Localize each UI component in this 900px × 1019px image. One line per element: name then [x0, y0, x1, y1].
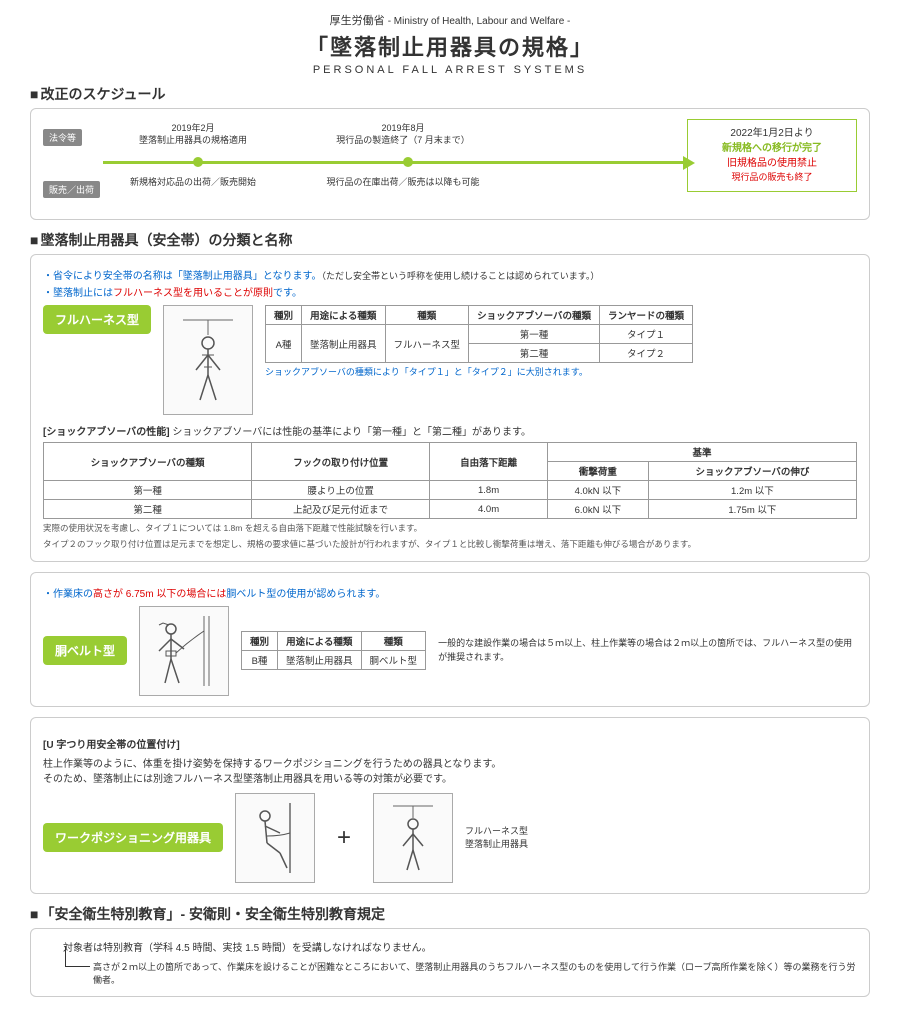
belt-card: ・作業床の高さが 6.75m 以下の場合には胴ベルト型の使用が認められます。 胴… [30, 572, 870, 707]
table-belt: 種別 用途による種類 種類 B種 墜落制止用器具 胴ベルト型 [241, 631, 426, 670]
workpos-tag: ワークポジショニング用器具 [43, 823, 223, 852]
box-date: 2022年1月2日より [694, 126, 850, 141]
plus-icon: + [337, 824, 351, 852]
sec2-heading: 墜落制止用器具（安全帯）の分類と名称 [30, 230, 870, 250]
belt-bullet: ・作業床の高さが 6.75m 以下の場合には胴ベルト型の使用が認められます。 [43, 585, 857, 600]
belt-tag: 胴ベルト型 [43, 636, 127, 665]
bullet-1: ・省令により安全帯の名称は「墜落制止用器具」となります。（ただし安全帯という呼称… [43, 267, 857, 282]
workpos-line1: 柱上作業等のように、体重を掛け姿勢を保持するワークポジショニングを行うための器具… [43, 755, 857, 770]
shock-foot1: 実際の使用状況を考慮し、タイプ１については 1.8m を超える自由落下距離で性能… [43, 523, 857, 535]
main-title: 「墜落制止用器具の規格」 [30, 30, 870, 62]
schedule-card: 法令等 販売／出荷 2019年2月 墜落制止用器具の規格適用 新規格対応品の出荷… [30, 108, 870, 220]
box-line2: 旧規格品の使用禁止 [694, 156, 850, 171]
ministry-en: - Ministry of Health, Labour and Welfare… [388, 16, 571, 27]
edu-main: 対象者は特別教育（学科 4.5 時間、実技 1.5 時間）を受講しなければなりま… [63, 939, 857, 954]
timeline: 法令等 販売／出荷 2019年2月 墜落制止用器具の規格適用 新規格対応品の出荷… [43, 119, 857, 209]
sec5-heading: 「安全衛生特別教育」- 安衛則・安全衛生特別教育規定 [30, 904, 870, 924]
tl-label-sales: 販売／出荷 [43, 181, 100, 198]
bullet-2: ・墜落制止にはフルハーネス型を用いることが原則です。 [43, 284, 857, 299]
header: 厚生労働省 - Ministry of Health, Labour and W… [30, 12, 870, 76]
box-line3: 現行品の販売も終了 [694, 171, 850, 185]
workpos-card: [U 字つり用安全帯の位置付け] 柱上作業等のように、体重を掛け姿勢を保持するワ… [30, 717, 870, 894]
transition-box: 2022年1月2日より 新規格への移行が完了 旧規格品の使用禁止 現行品の販売も… [687, 119, 857, 192]
tl-feb2019-top: 2019年2月 [113, 123, 273, 135]
shock-foot2: タイプ２のフック取り付け位置は足元までを想定し、規格の要求値に基づいた設計が行わ… [43, 539, 857, 551]
table-shock: ショックアブソーバの種類 フックの取り付け位置 自由落下距離 基準 衝撃荷重 シ… [43, 442, 857, 519]
edu-sub: 高さが２ｍ以上の箇所であって、作業床を設けることが困難なところにおいて、墜落制止… [93, 960, 857, 986]
education-card: 対象者は特別教育（学科 4.5 時間、実技 1.5 時間）を受講しなければなりま… [30, 928, 870, 997]
workpos-illustration [235, 793, 315, 883]
tl-aug2019-bot: 現行品の在庫出荷／販売は以降も可能 [323, 177, 483, 189]
box-line1: 新規格への移行が完了 [694, 141, 850, 156]
tl-aug2019-sub: 現行品の製造終了（7 月末まで） [323, 135, 483, 147]
tl-label-law: 法令等 [43, 129, 82, 146]
ministry-jp: 厚生労働省 [330, 15, 385, 27]
harness-illustration-2 [373, 793, 453, 883]
shock-subhead: [ショックアブソーバの性能] ショックアブソーバには性能の基準により「第一種」と… [43, 423, 857, 438]
note-blue: ショックアブソーバの種類により「タイプ１」と「タイプ２」に大別されます。 [265, 365, 857, 378]
table-fullharness: 種別 用途による種類 種類 ショックアブソーバの種類 ランヤードの種類 A種 墜… [265, 305, 693, 363]
belt-sidenote: 一般的な建設作業の場合は５ｍ以上、柱上作業等の場合は２ｍ以上の箇所では、フルハー… [438, 637, 857, 664]
tl-aug2019-top: 2019年8月 [323, 123, 483, 135]
workpos-rightlabel: フルハーネス型 墜落制止用器具 [465, 825, 528, 850]
fullharness-illustration [163, 305, 253, 415]
classification-card: ・省令により安全帯の名称は「墜落制止用器具」となります。（ただし安全帯という呼称… [30, 254, 870, 562]
belt-illustration [139, 606, 229, 696]
tl-feb2019-bot: 新規格対応品の出荷／販売開始 [113, 177, 273, 189]
workpos-line2: そのため、墜落制止には別途フルハーネス型墜落制止用器具を用いる等の対策が必要です… [43, 770, 857, 785]
workpos-subhead: [U 字つり用安全帯の位置付け] [43, 736, 857, 751]
tl-feb2019-sub: 墜落制止用器具の規格適用 [113, 135, 273, 147]
sub-title: PERSONAL FALL ARREST SYSTEMS [30, 64, 870, 76]
fullharness-tag: フルハーネス型 [43, 305, 151, 334]
sec1-heading: 改正のスケジュール [30, 84, 870, 104]
